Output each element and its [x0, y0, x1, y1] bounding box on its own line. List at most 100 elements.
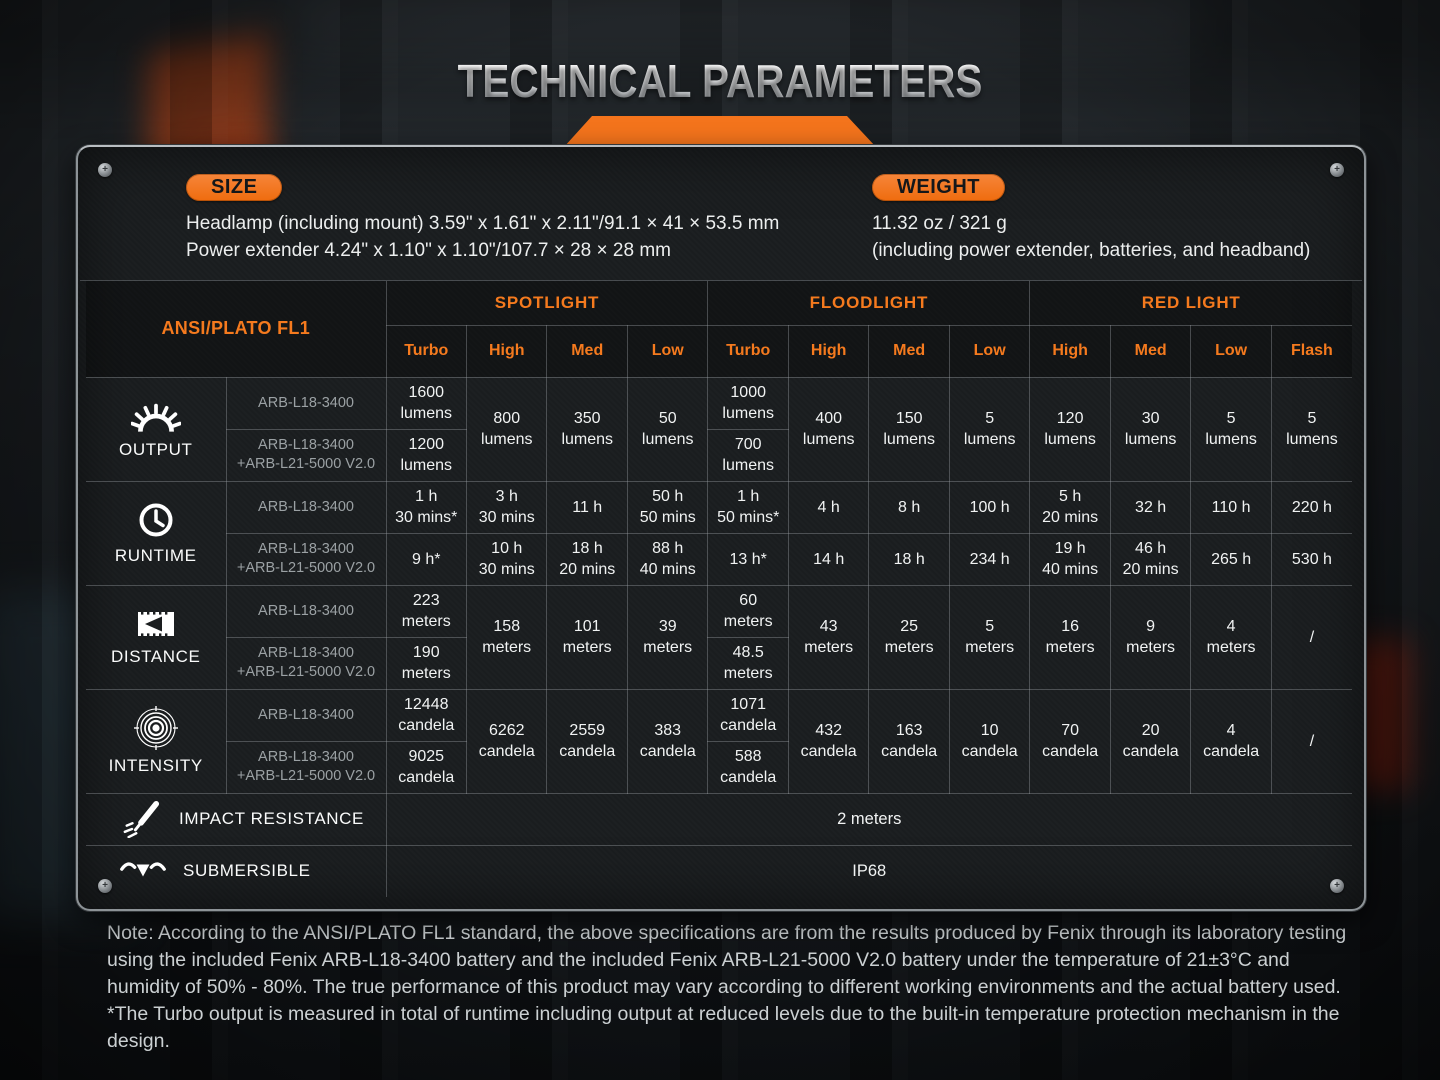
- page-title: TECHNICAL PARAMETERS: [86, 54, 1353, 108]
- spec-cell: 3 h 30 mins: [465, 480, 548, 534]
- spec-cell: 11 h: [546, 480, 628, 534]
- spec-cell: 800 lumens: [465, 376, 548, 482]
- subcol-header: Med: [868, 324, 950, 378]
- screw-icon: +: [98, 163, 112, 177]
- spec-cell: 1 h 50 mins*: [707, 480, 789, 534]
- spec-cell: 5 meters: [948, 584, 1031, 690]
- spec-cell: IP68: [385, 844, 1353, 898]
- size-section: SIZE Headlamp (including mount) 3.59" x …: [186, 174, 779, 264]
- target-icon: [133, 706, 178, 750]
- spec-cell: 20 candela: [1109, 688, 1192, 794]
- distance-icon: [137, 612, 174, 636]
- subcol-header: Low: [948, 324, 1031, 378]
- battery-label: ARB-L18-3400 +ARB-L21-5000 V2.0: [225, 740, 387, 794]
- footnote-asterisk: *The Turbo output is measured in total o…: [107, 1003, 1340, 1052]
- spec-cell: 700 lumens: [707, 428, 789, 482]
- spec-cell: 383 candela: [626, 688, 709, 794]
- spec-cell: /: [1270, 688, 1353, 794]
- size-line-headlamp: Headlamp (including mount) 3.59" x 1.61"…: [186, 213, 780, 234]
- battery-label: ARB-L18-3400: [225, 480, 387, 534]
- subcol-header: High: [465, 324, 548, 378]
- spec-cell: 46 h 20 mins: [1109, 532, 1192, 586]
- row-label-runtime: RUNTIME: [85, 480, 227, 586]
- subcol-header: Flash: [1270, 324, 1353, 378]
- spec-table: ANSI/PLATO FL1 SPOTLIGHT FLOODLIGHT RED …: [85, 280, 1353, 898]
- spec-cell: 30 lumens: [1109, 376, 1192, 482]
- spec-cell: 25 meters: [868, 584, 950, 690]
- spec-cell: 101 meters: [546, 584, 628, 690]
- weight-section: WEIGHT 11.32 oz / 321 g (including power…: [872, 174, 1310, 264]
- spec-cell: 4 candela: [1190, 688, 1272, 794]
- subcol-header: Low: [626, 324, 709, 378]
- spec-cell: 14 h: [787, 532, 870, 586]
- spec-panel: + + + + SIZE Headlamp (including mount) …: [76, 145, 1366, 911]
- spec-cell: 120 lumens: [1029, 376, 1111, 482]
- spec-cell: 190 meters: [385, 636, 468, 690]
- clock-icon: [139, 503, 173, 537]
- footnote-paragraph: Note: According to the ANSI/PLATO FL1 st…: [107, 922, 1347, 998]
- spec-cell: 1071 candela: [707, 688, 789, 742]
- spec-cell: 2 meters: [385, 792, 1353, 846]
- spec-cell: 18 h: [868, 532, 950, 586]
- water-icon: [120, 862, 166, 877]
- spec-cell: 5 lumens: [948, 376, 1031, 482]
- battery-label: ARB-L18-3400 +ARB-L21-5000 V2.0: [225, 428, 387, 482]
- row-label-distance: DISTANCE: [85, 584, 227, 690]
- spec-cell: 10 h 30 mins: [465, 532, 548, 586]
- spec-cell: 400 lumens: [787, 376, 870, 482]
- spec-cell: 530 h: [1270, 532, 1353, 586]
- spec-cell: 50 lumens: [626, 376, 709, 482]
- size-line-power-extender: Power extender 4.24" x 1.10" x 1.10"/107…: [186, 240, 671, 261]
- subcol-header: Med: [546, 324, 628, 378]
- battery-label: ARB-L18-3400: [225, 688, 387, 742]
- battery-label: ARB-L18-3400 +ARB-L21-5000 V2.0: [225, 532, 387, 586]
- spec-cell: 43 meters: [787, 584, 870, 690]
- battery-label: ARB-L18-3400: [225, 584, 387, 638]
- spec-cell: 1000 lumens: [707, 376, 789, 430]
- spec-cell: 5 lumens: [1190, 376, 1272, 482]
- spec-cell: 16 meters: [1029, 584, 1111, 690]
- spec-cell: 18 h 20 mins: [546, 532, 628, 586]
- footnote: Note: According to the ANSI/PLATO FL1 st…: [107, 920, 1365, 1055]
- spec-cell: 50 h 50 mins: [626, 480, 709, 534]
- spec-cell: 9 meters: [1109, 584, 1192, 690]
- weight-badge: WEIGHT: [872, 174, 1005, 201]
- sun-icon: [130, 403, 181, 432]
- subcol-header: Med: [1109, 324, 1192, 378]
- row-label-submersible: SUBMERSIBLE: [85, 844, 387, 898]
- spec-cell: 5 h 20 mins: [1029, 480, 1111, 534]
- spec-cell: 350 lumens: [546, 376, 628, 482]
- spec-cell: 70 candela: [1029, 688, 1111, 794]
- group-header-spotlight: SPOTLIGHT: [385, 280, 709, 326]
- spec-cell: 223 meters: [385, 584, 468, 638]
- spec-cell: 13 h*: [707, 532, 789, 586]
- spec-cell: 220 h: [1270, 480, 1353, 534]
- spec-cell: 4 meters: [1190, 584, 1272, 690]
- weight-value: 11.32 oz / 321 g: [872, 213, 1007, 234]
- spec-cell: 1200 lumens: [385, 428, 468, 482]
- spec-cell: /: [1270, 584, 1353, 690]
- row-label-impact-resistance: IMPACT RESISTANCE: [85, 792, 387, 846]
- screw-icon: +: [1330, 163, 1344, 177]
- spec-cell: 48.5 meters: [707, 636, 789, 690]
- subcol-header: Turbo: [707, 324, 789, 378]
- spec-cell: 60 meters: [707, 584, 789, 638]
- spec-cell: 9025 candela: [385, 740, 468, 794]
- spec-cell: 8 h: [868, 480, 950, 534]
- group-header-floodlight: FLOODLIGHT: [707, 280, 1031, 326]
- impact-icon: [123, 800, 160, 838]
- spec-cell: 588 candela: [707, 740, 789, 794]
- group-header-redlight: RED LIGHT: [1029, 280, 1353, 326]
- spec-cell: 100 h: [948, 480, 1031, 534]
- spec-cell: 150 lumens: [868, 376, 950, 482]
- row-label-intensity: INTENSITY: [85, 688, 227, 794]
- spec-cell: 265 h: [1190, 532, 1272, 586]
- size-badge: SIZE: [186, 174, 283, 201]
- spec-cell: 4 h: [787, 480, 870, 534]
- spec-cell: 39 meters: [626, 584, 709, 690]
- weight-detail: (including power extender, batteries, an…: [872, 240, 1311, 261]
- spec-cell: 1 h 30 mins*: [385, 480, 468, 534]
- battery-label: ARB-L18-3400 +ARB-L21-5000 V2.0: [225, 636, 387, 690]
- spec-cell: 10 candela: [948, 688, 1031, 794]
- row-label-output: OUTPUT: [85, 376, 227, 482]
